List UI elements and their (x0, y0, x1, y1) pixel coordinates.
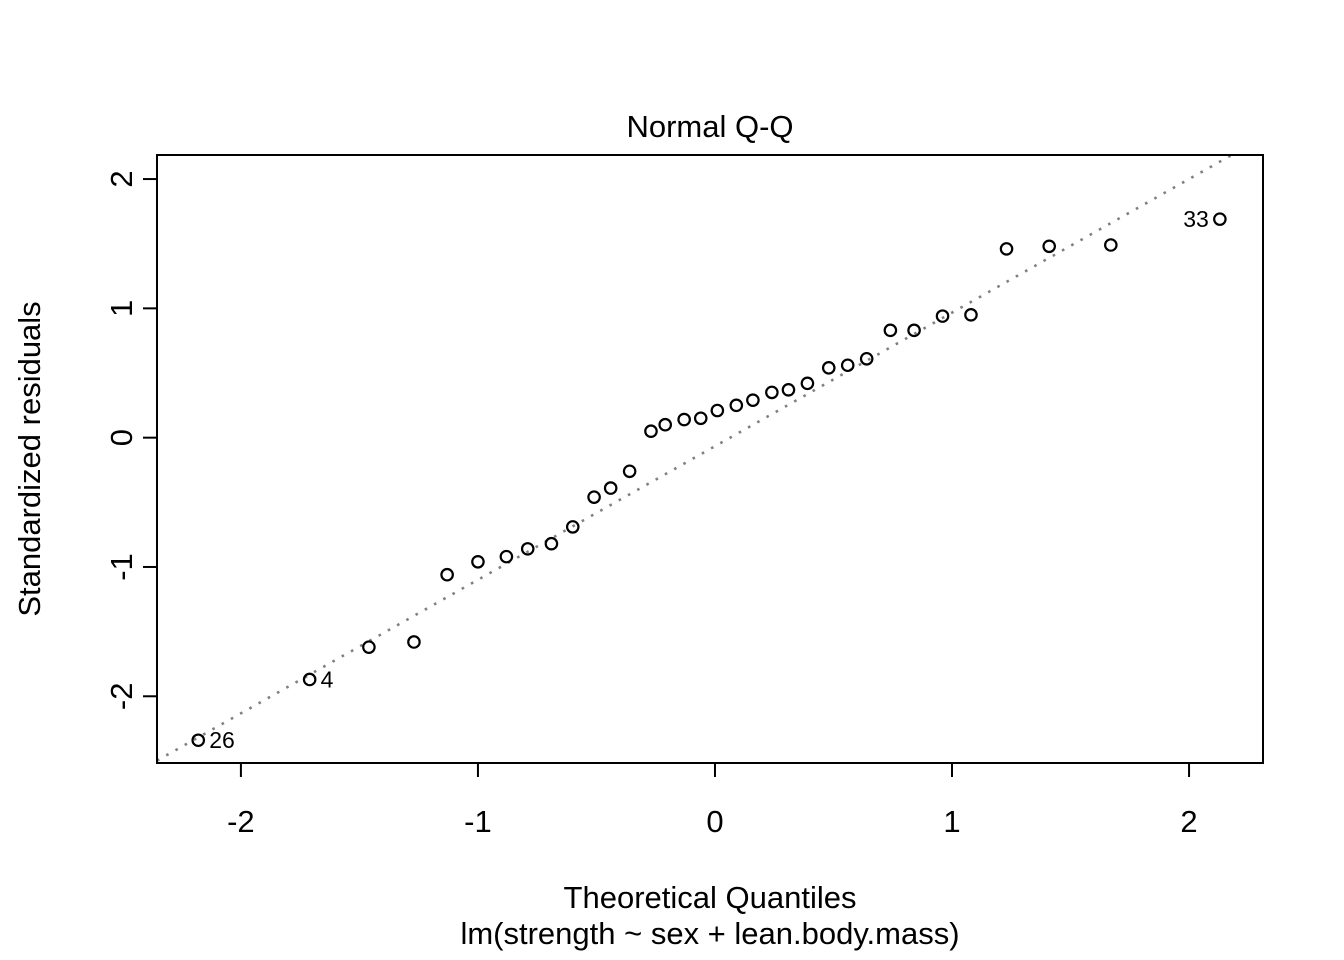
chart-title: Normal Q-Q (626, 109, 793, 144)
data-point (693, 411, 708, 426)
data-point (603, 481, 618, 495)
data-point (440, 567, 454, 582)
data-point (729, 398, 744, 413)
data-point (520, 542, 535, 556)
y-axis-tick-label: 2 (104, 170, 139, 187)
data-point (407, 635, 421, 649)
y-axis-tick-label: -1 (104, 553, 139, 581)
data-point (1213, 212, 1227, 226)
data-point (587, 490, 601, 504)
data-point (499, 549, 514, 564)
data-point (644, 424, 658, 438)
data-point (883, 323, 898, 338)
data-point (781, 383, 796, 397)
data-point (191, 733, 206, 748)
point-id-label: 26 (209, 727, 235, 753)
point-id-label: 33 (1183, 206, 1209, 232)
plot-box (156, 154, 1264, 764)
data-point (565, 520, 580, 534)
y-axis-tick-label: 0 (104, 429, 139, 446)
qq-reference-line (156, 153, 1233, 762)
plot-area: -2 -1 0 1 2 -2 -1 0 1 2 26 4 33 (104, 153, 1264, 839)
data-point (362, 640, 376, 654)
data-point (964, 308, 978, 322)
data-point (821, 361, 836, 375)
x-axis-tick-label: -1 (464, 804, 492, 839)
y-axis-tick-label: 1 (104, 300, 139, 317)
data-point (1104, 238, 1118, 252)
y-axis-tick-label: -2 (104, 682, 139, 710)
y-axis-title: Standardized residuals (12, 301, 47, 616)
data-point (1042, 239, 1056, 254)
x-axis-tick-label: 2 (1180, 804, 1197, 839)
x-axis-tick-label: -2 (227, 804, 255, 839)
data-point (999, 242, 1014, 256)
data-point (544, 536, 559, 551)
data-point (859, 351, 874, 366)
data-point (765, 385, 779, 400)
data-point (935, 309, 950, 323)
data-point (710, 403, 725, 418)
data-point (800, 376, 815, 391)
data-point (302, 672, 317, 687)
data-point (471, 554, 485, 569)
model-subtitle: lm(strength ~ sex + lean.body.mass) (460, 916, 959, 951)
data-point (622, 464, 637, 479)
data-point (840, 358, 855, 373)
data-point (907, 323, 921, 338)
data-point (677, 412, 691, 427)
x-axis-title: Theoretical Quantiles (564, 880, 857, 915)
x-axis-tick-label: 0 (706, 804, 723, 839)
data-point (658, 417, 673, 432)
point-id-label: 4 (321, 666, 334, 692)
data-point (746, 393, 760, 407)
x-axis-tick-label: 1 (943, 804, 960, 839)
